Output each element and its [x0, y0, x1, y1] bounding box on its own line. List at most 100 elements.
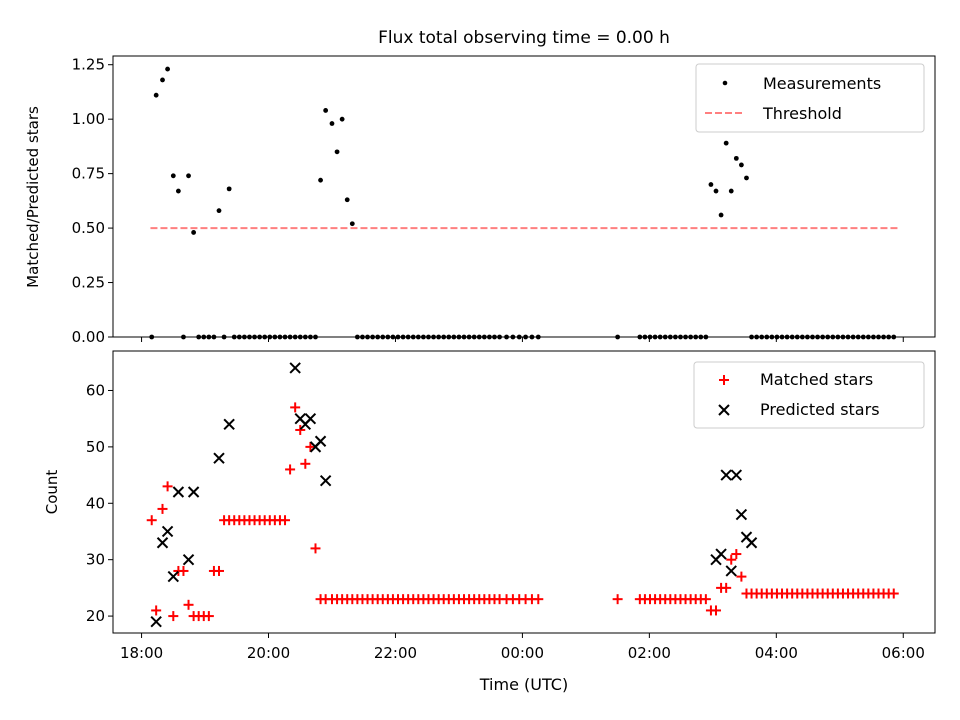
legend-label-measurements: Measurements	[763, 74, 881, 93]
measurement-point	[825, 334, 831, 340]
measurement-point	[370, 334, 376, 340]
matched-point	[888, 588, 899, 599]
measurement-point	[257, 334, 263, 340]
predicted-point	[314, 435, 327, 447]
measurement-point	[196, 334, 202, 340]
bottom-x-ticks: 18:00 20:00 22:00 00:00 02:00 04:00 06:00	[120, 633, 925, 662]
matched-point	[300, 458, 311, 469]
measurement-point	[693, 334, 699, 340]
measurement-point	[769, 334, 775, 340]
measurement-point	[323, 108, 329, 113]
legend-label-predicted: Predicted stars	[760, 400, 880, 419]
y-tick-label: 1.25	[72, 56, 105, 74]
measurement-point	[754, 334, 760, 340]
measurement-point	[764, 334, 770, 340]
x-tick-label: 00:00	[501, 644, 544, 662]
measurement-point	[466, 334, 472, 340]
measurement-point	[703, 334, 709, 340]
measurement-point	[860, 334, 866, 340]
matched-point	[203, 611, 214, 622]
measurement-point	[181, 334, 186, 340]
matched-point	[711, 605, 722, 616]
matched-point	[305, 441, 316, 452]
measurement-point	[160, 77, 165, 83]
measurement-point	[652, 334, 658, 340]
matched-point	[151, 605, 162, 616]
predicted-point	[156, 537, 169, 549]
predicted-point	[304, 412, 317, 425]
predicted-point	[182, 553, 195, 566]
matched-point	[310, 543, 321, 554]
matched-point	[612, 594, 623, 605]
measurement-point	[678, 334, 683, 340]
predicted-point	[289, 362, 301, 374]
measurement-point	[850, 334, 856, 340]
measurement-point	[799, 334, 805, 340]
measurement-point	[206, 334, 212, 340]
measurement-point	[637, 334, 643, 340]
measurement-point	[784, 334, 790, 340]
predicted-point	[720, 469, 732, 481]
predicted-point	[725, 565, 737, 577]
matched-point	[290, 402, 301, 413]
predicted-point	[150, 616, 162, 628]
measurement-point	[487, 334, 492, 340]
measurement-point	[420, 334, 426, 340]
predicted-point	[167, 570, 180, 583]
legend-label-matched: Matched stars	[760, 370, 873, 389]
matched-point	[162, 481, 173, 492]
measurement-point	[657, 334, 663, 340]
measurement-point	[805, 334, 810, 340]
measurement-point	[774, 334, 780, 340]
measurement-point	[723, 140, 729, 146]
measurement-point	[441, 334, 447, 340]
measurement-point	[334, 149, 340, 155]
measurement-point	[865, 334, 871, 340]
measurement-point	[344, 197, 350, 203]
measurement-point	[728, 188, 734, 194]
bottom-y-axis-label: Count	[43, 470, 61, 515]
measurement-point	[318, 177, 323, 183]
matched-point	[285, 464, 296, 475]
measurement-point	[308, 334, 313, 340]
predicted-point	[715, 548, 727, 560]
measurement-point	[153, 92, 159, 98]
bottom-marks	[146, 362, 899, 628]
x-tick-label: 04:00	[755, 644, 798, 662]
x-axis-label: Time (UTC)	[479, 675, 568, 694]
measurement-point	[667, 334, 673, 340]
y-tick-label: 20	[86, 607, 105, 625]
measurement-point	[231, 334, 237, 340]
matched-point	[726, 554, 737, 565]
measurement-point	[431, 334, 436, 340]
measurement-point	[855, 334, 861, 340]
measurement-point	[779, 334, 785, 340]
y-tick-label: 60	[86, 381, 105, 399]
matched-point	[157, 503, 168, 514]
y-tick-label: 1.00	[72, 110, 105, 128]
measurement-point	[845, 334, 851, 340]
measurement-point	[201, 334, 207, 340]
measurement-point	[698, 334, 704, 340]
measurement-point	[516, 334, 522, 340]
measurement-point	[252, 334, 257, 340]
predicted-point	[187, 486, 200, 498]
measurement-point	[642, 334, 648, 340]
predicted-point	[172, 486, 185, 498]
predicted-point	[735, 508, 748, 521]
chart-title: Flux total observing time = 0.00 h	[378, 28, 670, 48]
top-legend: Measurements Threshold	[695, 63, 925, 133]
measurement-point	[789, 334, 795, 340]
measurement-point	[456, 334, 462, 340]
measurement-point	[365, 334, 370, 340]
measurement-point	[451, 334, 457, 340]
measurement-point	[713, 188, 719, 194]
x-tick-label: 20:00	[247, 644, 290, 662]
matched-point	[731, 549, 742, 560]
measurement-point	[461, 334, 467, 340]
measurement-point	[165, 66, 170, 72]
measurement-point	[481, 334, 487, 340]
measurement-point	[415, 334, 421, 340]
measurement-point	[226, 186, 232, 192]
measurement-point	[360, 334, 365, 340]
